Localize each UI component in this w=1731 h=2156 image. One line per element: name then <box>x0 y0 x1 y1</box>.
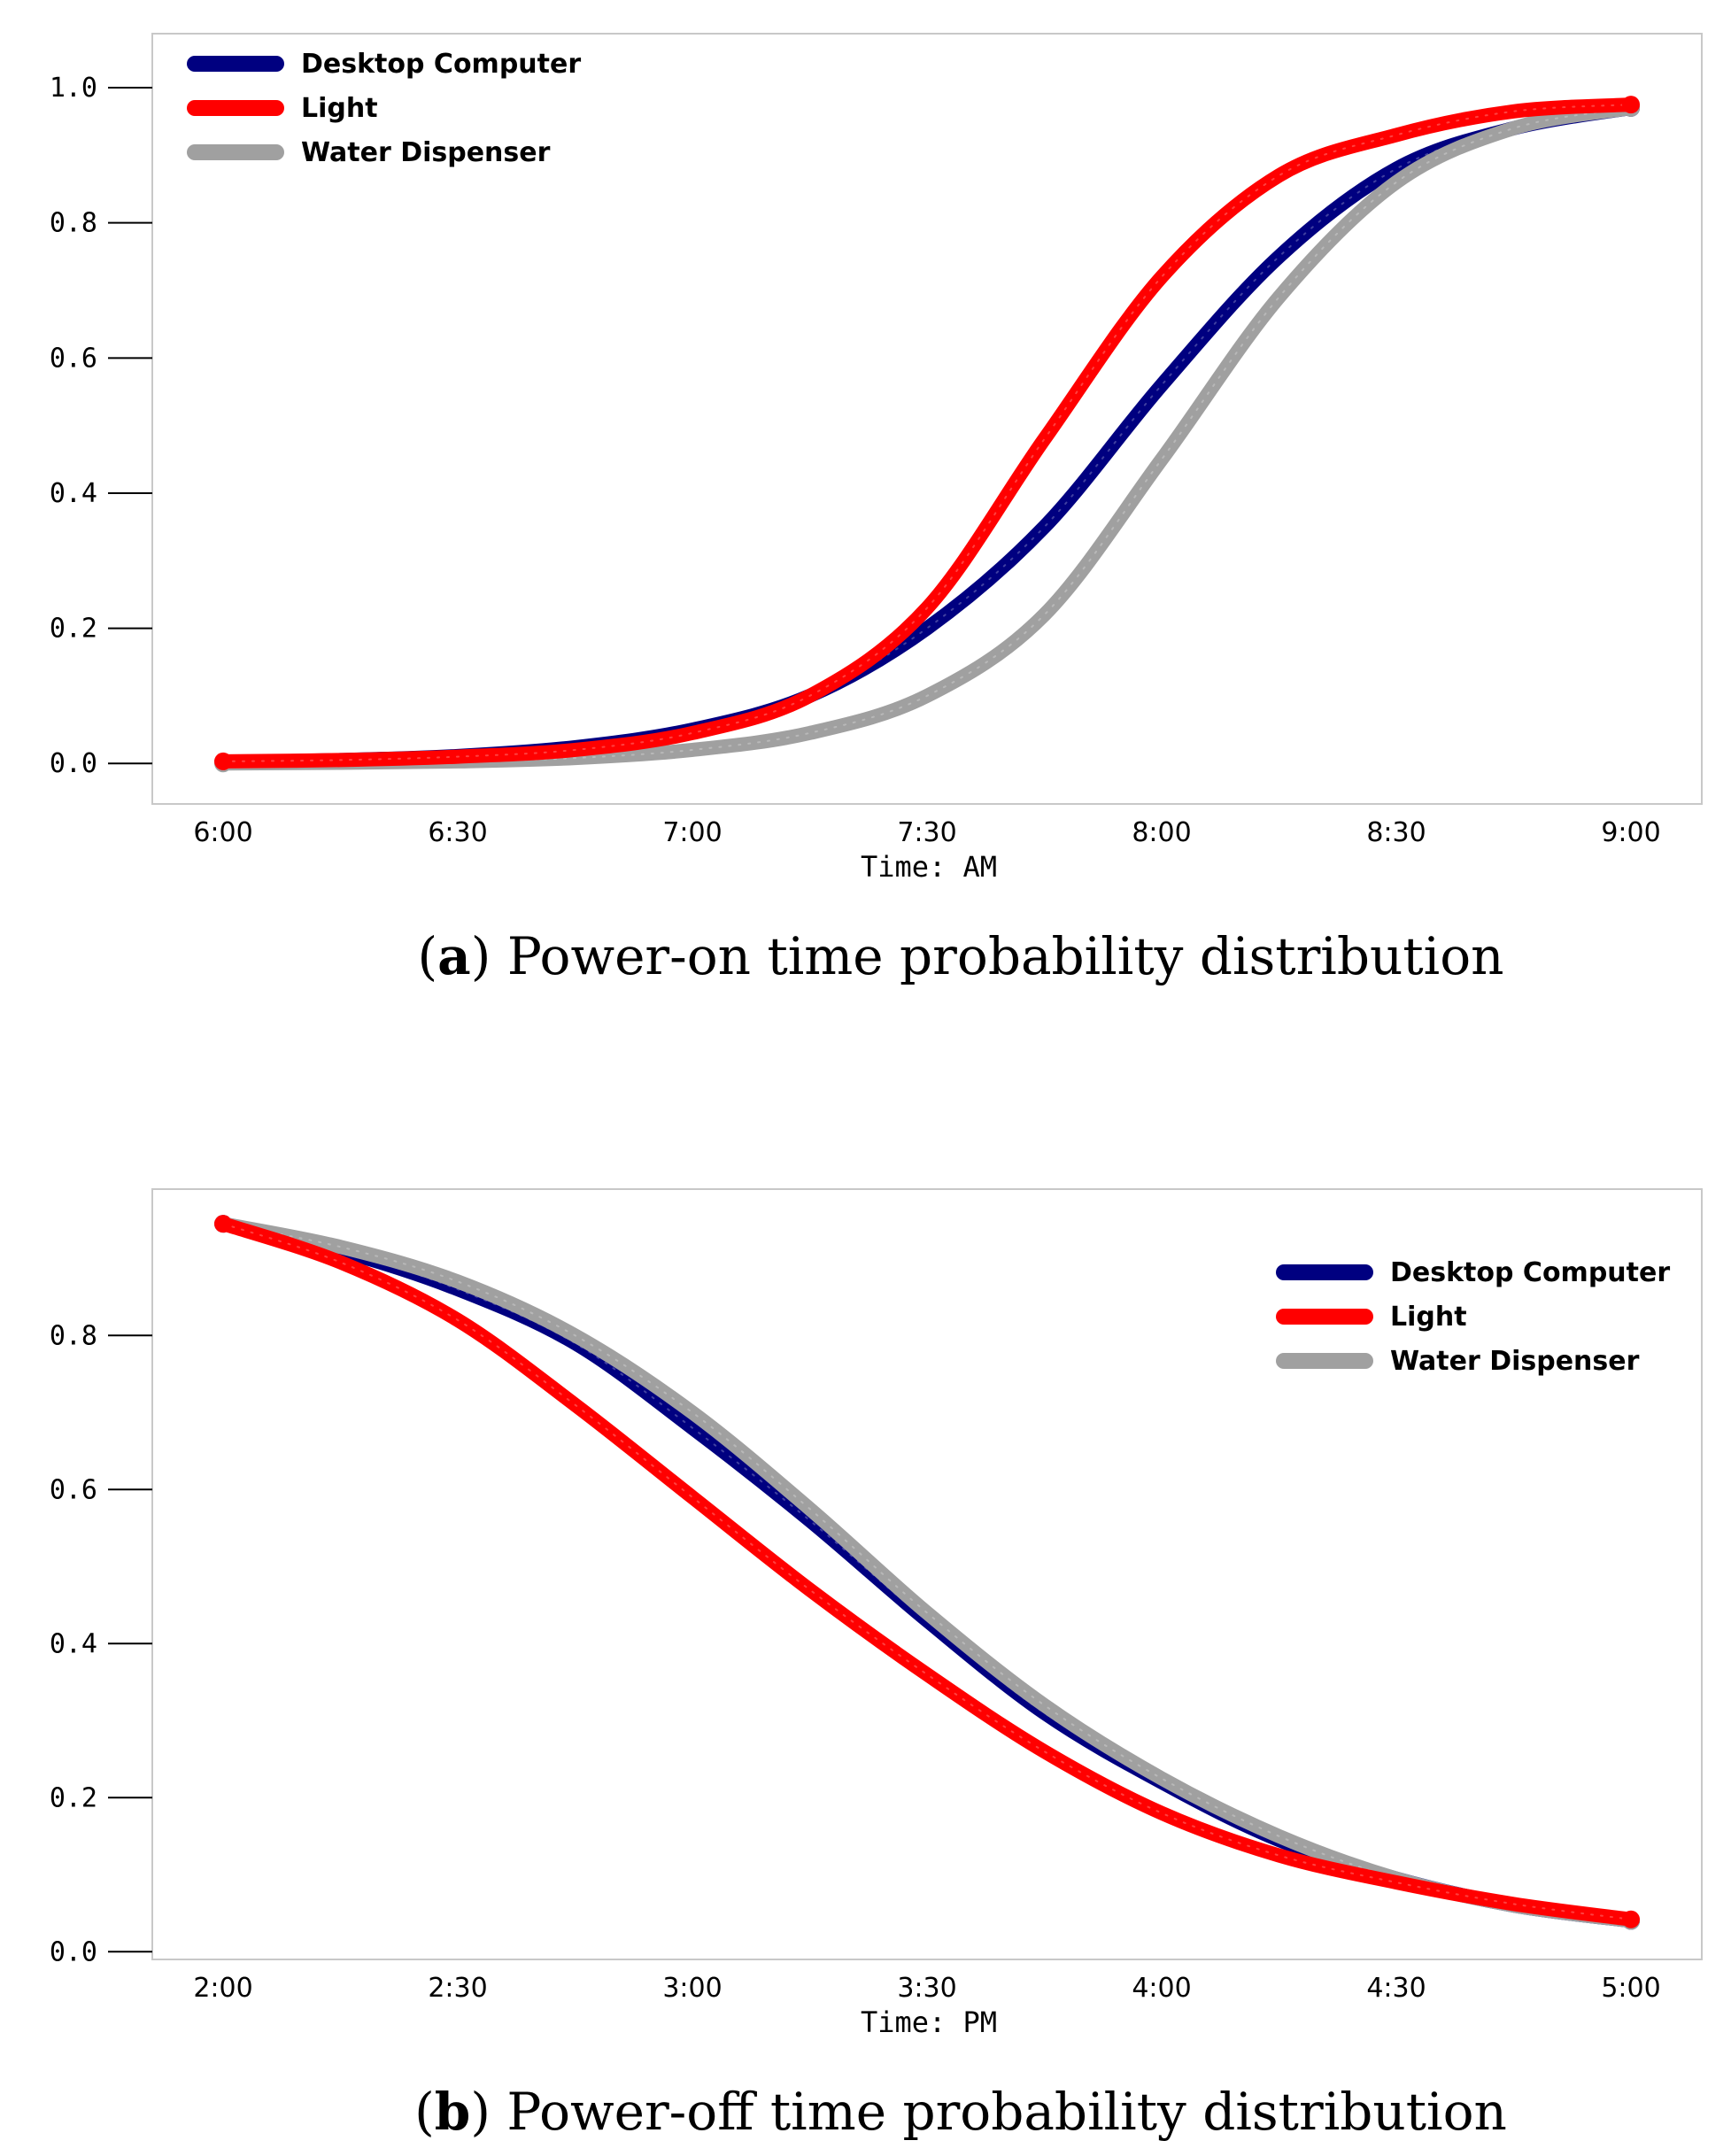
chart-a: 0.0 0.2 0.4 0.6 0.8 1.0 6:00 6:30 7:00 7:30 8:00 8:… <box>50 33 1703 986</box>
x-tick-label: 6:00 <box>193 817 252 848</box>
x-tick-label: 6:30 <box>428 817 487 848</box>
caption-text: Power-off time probability distribution <box>506 2082 1506 2142</box>
y-tick-label: 0.6 <box>50 1474 97 1505</box>
legend-label: Water Dispenser <box>1390 1346 1640 1377</box>
data-point <box>1622 96 1640 114</box>
series-bead-texture <box>222 1223 1632 1920</box>
x-tick-label: 5:00 <box>1601 1973 1660 2004</box>
caption-paren-close: ) <box>471 926 507 986</box>
y-tick-label: 0.6 <box>50 343 97 374</box>
x-tick-label: 2:30 <box>428 1973 487 2004</box>
legend-label: Desktop Computer <box>1390 1257 1670 1288</box>
plot-frame <box>151 1188 1703 1960</box>
figure-caption: (a) Power-on time probability distributi… <box>418 926 1504 986</box>
x-tick-label: 3:00 <box>662 1973 722 2004</box>
series-water-dispenser <box>214 98 1640 773</box>
series-bead-texture <box>222 104 1632 762</box>
y-tick-label: 0.0 <box>50 748 97 779</box>
y-tick-label: 0.8 <box>50 208 97 239</box>
figure-caption: (b) Power-off time probability distribut… <box>414 2082 1507 2142</box>
series-line <box>216 1217 1638 1927</box>
x-axis-title: Time: PM <box>861 2005 997 2039</box>
y-tick-label: 0.2 <box>50 614 97 645</box>
legend-entry-light: Light <box>187 93 378 124</box>
plot-frame <box>151 33 1703 805</box>
legend-entry-water-dispenser: Water Dispenser <box>187 137 551 168</box>
caption-letter: b <box>435 2082 471 2142</box>
x-tick-label: 4:00 <box>1132 1973 1191 2004</box>
y-tick-label: 1.0 <box>50 73 97 104</box>
x-tick-label: 8:30 <box>1366 817 1426 848</box>
legend-entry-water-dispenser: Water Dispenser <box>1276 1346 1640 1377</box>
series-desktop-computer <box>214 98 1640 771</box>
series-line <box>216 100 1638 769</box>
series-bead-texture <box>222 106 1632 763</box>
x-axis-title: Time: AM <box>861 850 997 884</box>
legend-entry-light: Light <box>1276 1302 1467 1333</box>
data-point <box>1622 1910 1640 1928</box>
y-tick-label: 0.0 <box>50 1936 97 1967</box>
caption-paren-close: ) <box>470 2082 506 2142</box>
x-tick-label: 7:00 <box>662 817 722 848</box>
legend-label: Desktop Computer <box>301 49 581 80</box>
y-tick-label: 0.2 <box>50 1782 97 1813</box>
series-line <box>216 97 1638 769</box>
data-point <box>214 1215 232 1233</box>
caption-paren-open: ( <box>414 2082 435 2142</box>
caption-text: Power-on time probability distribution <box>507 926 1504 986</box>
x-tick-label: 7:30 <box>897 817 956 848</box>
data-point <box>214 752 232 770</box>
legend-entry-desktop-computer: Desktop Computer <box>1276 1257 1670 1288</box>
series-light <box>214 96 1640 770</box>
series-light <box>214 1215 1640 1928</box>
legend-entry-desktop-computer: Desktop Computer <box>187 49 581 80</box>
series-line <box>216 100 1638 771</box>
x-tick-label: 9:00 <box>1601 817 1660 848</box>
y-tick-label: 0.4 <box>50 478 97 509</box>
x-tick-label: 3:30 <box>897 1973 956 2004</box>
chart-b: 0.0 0.2 0.4 0.6 0.8 2:00 2:30 3:00 3:30 4:00 4:30 5… <box>50 1188 1703 2142</box>
legend-label: Water Dispenser <box>301 137 551 168</box>
series-bead-texture <box>222 106 1632 765</box>
legend-label: Light <box>301 93 378 124</box>
caption-paren-open: ( <box>418 926 438 986</box>
y-tick-label: 0.4 <box>50 1628 97 1659</box>
x-tick-label: 8:00 <box>1132 817 1191 848</box>
x-tick-label: 4:30 <box>1366 1973 1426 2004</box>
caption-letter: a <box>437 926 471 986</box>
x-tick-label: 2:00 <box>193 1973 252 2004</box>
y-tick-label: 0.8 <box>50 1320 97 1351</box>
legend-label: Light <box>1390 1302 1467 1333</box>
